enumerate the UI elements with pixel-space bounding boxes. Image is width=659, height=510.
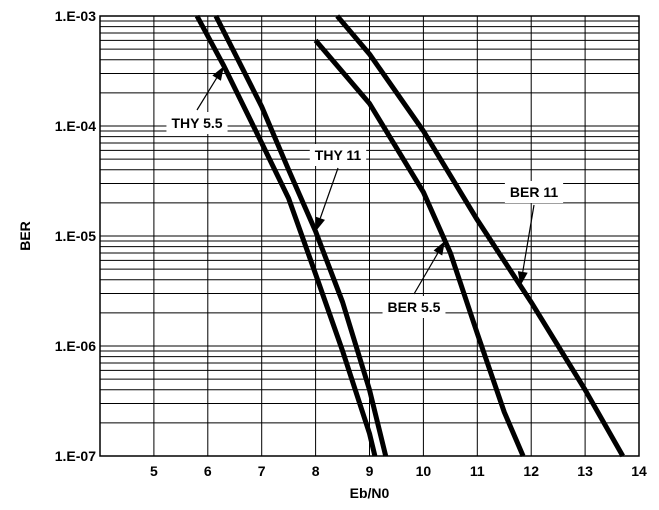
- callout-arrowhead: [433, 240, 445, 256]
- x-tick-label: 10: [416, 463, 432, 479]
- callout-label-bg: [166, 112, 228, 134]
- y-tick-label: 1.E-07: [55, 448, 96, 464]
- x-tick-label: 5: [150, 463, 158, 479]
- y-tick-label: 1.E-05: [55, 228, 96, 244]
- callout-arrowhead: [315, 216, 325, 232]
- callout: THY 5.5: [166, 66, 228, 134]
- series-line-3: [313, 38, 526, 457]
- x-axis-title: Eb/N0: [350, 485, 390, 501]
- x-tick-label: 12: [523, 463, 539, 479]
- callout-arrowhead: [212, 66, 224, 81]
- callout: BER 11: [504, 181, 564, 286]
- callout-arrowhead: [517, 271, 528, 286]
- callout: BER 5.5: [382, 240, 446, 318]
- series-layer: [194, 14, 625, 458]
- callout-label: BER 11: [510, 184, 558, 200]
- callout-label-bg: [309, 144, 367, 166]
- x-tick-label: 6: [204, 463, 212, 479]
- grid: [100, 15, 640, 457]
- y-tick-label: 1.E-04: [55, 118, 96, 134]
- tick-labels: 5 6 7 8 9 10 11 12 13 14 1.E-03 1.E-04 1.E-05 1.E-06 1…: [55, 8, 647, 479]
- x-tick-label: 11: [470, 463, 485, 479]
- callout-label: THY 11: [315, 147, 362, 163]
- callout-label-bg: [504, 181, 564, 203]
- callout-layer: THY 5.5 THY 11 BER 5.5 BER 11: [166, 66, 564, 318]
- x-tick-label: 9: [366, 463, 374, 479]
- y-axis-title: BER: [17, 221, 33, 251]
- callout-label: BER 5.5: [388, 299, 441, 315]
- callout-leader: [522, 204, 535, 273]
- plot-frame: [99, 15, 640, 457]
- callout-label-bg: [382, 296, 446, 318]
- callout-leader: [319, 167, 339, 219]
- callout: THY 11: [309, 144, 367, 232]
- y-tick-label: 1.E-06: [55, 338, 96, 354]
- x-tick-label: 7: [258, 463, 266, 479]
- y-tick-label: 1.E-03: [55, 8, 96, 24]
- series-line-4: [335, 14, 625, 458]
- series-line-1: [194, 14, 378, 457]
- x-tick-label: 13: [577, 463, 593, 479]
- x-tick-label: 8: [312, 463, 320, 479]
- callout-leader: [196, 77, 218, 111]
- callout-label: THY 5.5: [171, 115, 222, 131]
- callout-leader: [413, 252, 439, 295]
- x-tick-label: 14: [631, 463, 647, 479]
